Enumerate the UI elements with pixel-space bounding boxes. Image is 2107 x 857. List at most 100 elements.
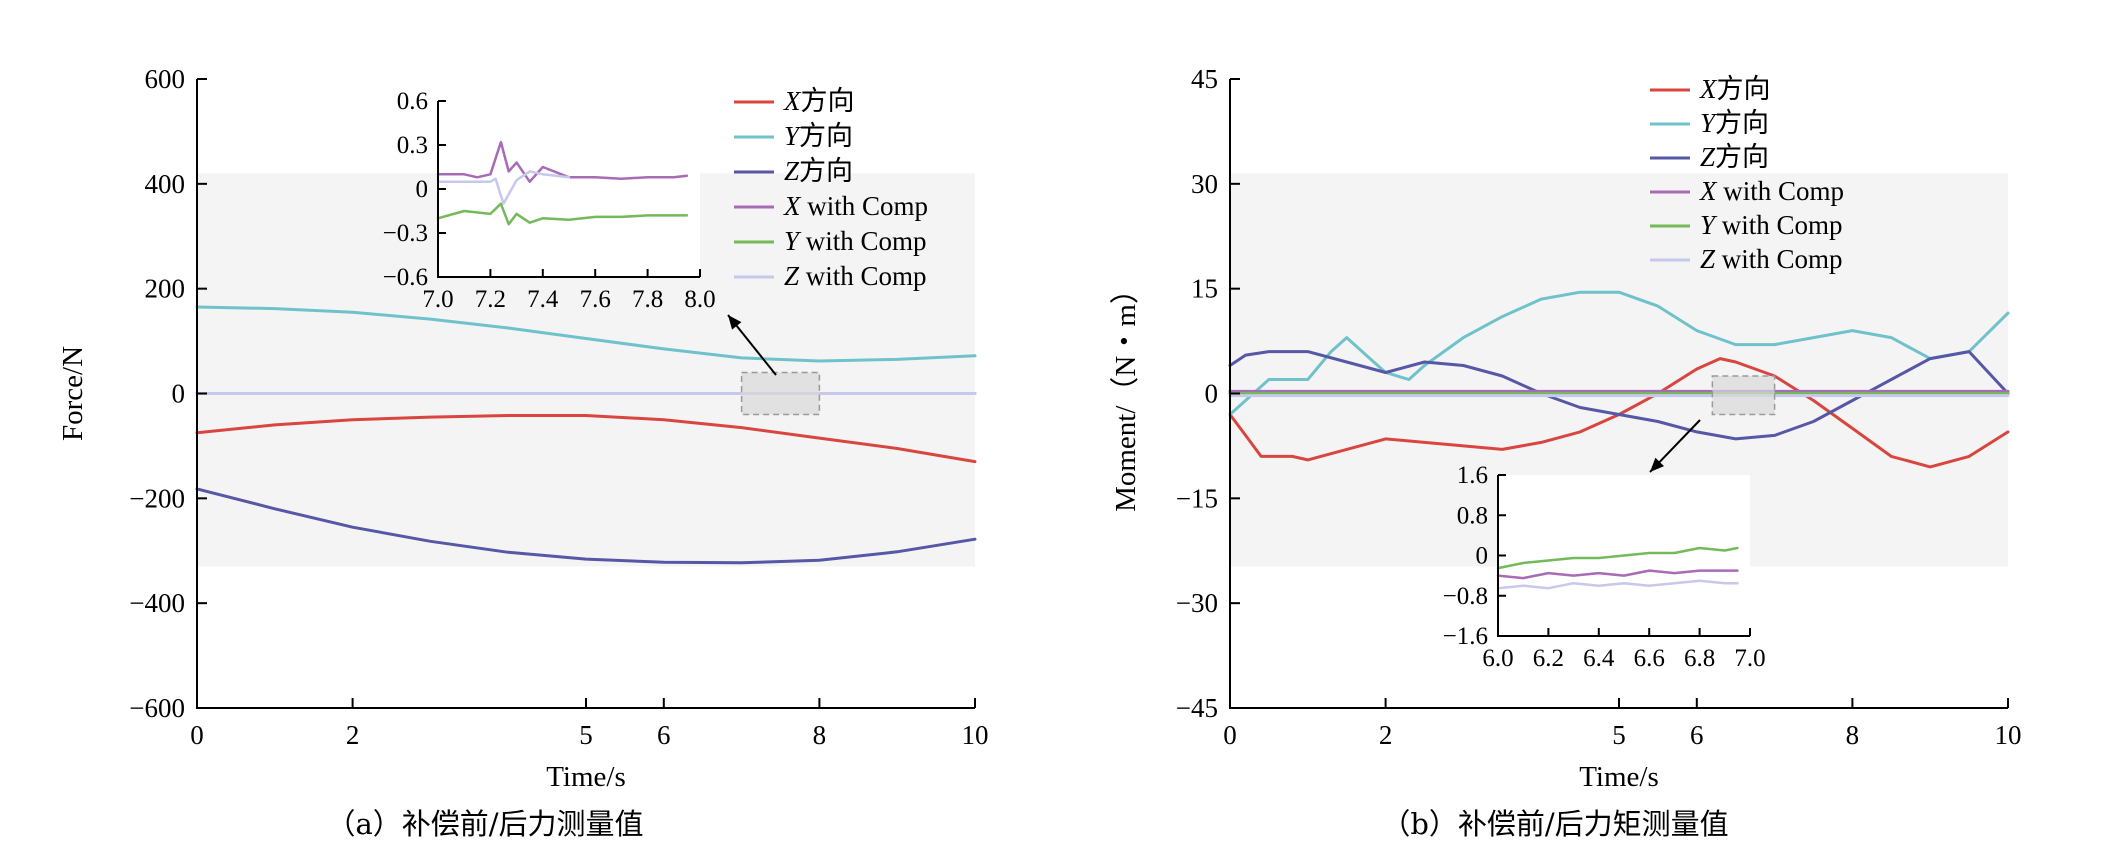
inset-chart: −1.6 −0.8 0 0.8 1.6 6.0 6.2 6.4 6.6 6.8 7.0 bbox=[1443, 462, 1766, 672]
legend-item-label: X with Comp bbox=[1699, 176, 1844, 206]
legend-item-label-rest: with Comp bbox=[799, 226, 927, 256]
legend-item-label-rest: with Comp bbox=[799, 261, 927, 291]
legend-item-label: Y方向 bbox=[784, 121, 853, 151]
inset-x-tick-label: 8.0 bbox=[684, 286, 715, 313]
x-tick-label: 2 bbox=[1379, 720, 1393, 750]
y-tick-label: −30 bbox=[1176, 588, 1218, 618]
x-tick-label: 5 bbox=[579, 720, 593, 750]
y-tick-label: −15 bbox=[1176, 483, 1218, 513]
legend-item-label: X方向 bbox=[783, 86, 855, 116]
legend-item-label-rest: with Comp bbox=[1715, 244, 1843, 274]
y-tick-label: 45 bbox=[1191, 64, 1218, 94]
inset-series-2-line bbox=[1496, 546, 1739, 570]
x-tick-label: 6 bbox=[657, 720, 671, 750]
legend-item-label: X方向 bbox=[1699, 74, 1771, 104]
inset-x-tick-label: 7.4 bbox=[527, 286, 559, 313]
inset-x-tick-label: 7.0 bbox=[1734, 645, 1765, 672]
legend-item-label-axis: X bbox=[783, 86, 802, 116]
zoom-arrow-head bbox=[728, 315, 742, 330]
x-tick-label: 5 bbox=[1612, 720, 1626, 750]
inset-chart: −0.6 −0.3 0 0.3 0.6 7.0 7.2 7.4 7.6 7.8 8.0 bbox=[383, 88, 716, 313]
inset-y-tick-label: 0 bbox=[1476, 543, 1489, 570]
inset-x-tick-label: 7.0 bbox=[422, 286, 453, 313]
inset-y-tick-label: 0.8 bbox=[1457, 502, 1488, 529]
x-tick-label: 8 bbox=[1846, 720, 1860, 750]
x-axis-label: Time/s bbox=[1579, 761, 1659, 793]
inset-series-3-line bbox=[436, 170, 571, 205]
y-tick-label: −45 bbox=[1176, 693, 1218, 723]
x-tick-label: 2 bbox=[346, 720, 360, 750]
y-tick-label: 0 bbox=[1205, 379, 1219, 409]
series-2-line bbox=[195, 305, 977, 363]
inset-x-tick-label: 6.0 bbox=[1482, 645, 1513, 672]
y-axis-label: Force/N bbox=[57, 346, 89, 441]
inset-y-tick-label: −0.6 bbox=[383, 264, 428, 291]
legend-item-label-rest: 方向 bbox=[1717, 74, 1771, 104]
x-tick-label: 0 bbox=[190, 720, 204, 750]
legend-item-label-axis: Y bbox=[1700, 210, 1718, 240]
inset-x-tick-label: 7.2 bbox=[475, 286, 506, 313]
legend-item-label-rest: 方向 bbox=[799, 121, 853, 151]
legend-item-label-axis: X bbox=[1699, 74, 1718, 104]
inset-y-tick-label: 0.3 bbox=[397, 132, 428, 159]
inset-y-tick-label: 0 bbox=[416, 176, 429, 203]
inset-y-tick-label: 0.6 bbox=[397, 88, 428, 115]
y-tick-label: 600 bbox=[145, 64, 186, 94]
legend-item-label: X with Comp bbox=[783, 191, 928, 221]
x-tick-label: 10 bbox=[1995, 720, 2022, 750]
zoom-region-box bbox=[740, 371, 821, 416]
y-tick-label: 15 bbox=[1191, 274, 1218, 304]
legend-item-label-rest: with Comp bbox=[1715, 210, 1843, 240]
y-tick-label: 0 bbox=[172, 379, 186, 409]
inset-y-tick-label: 1.6 bbox=[1457, 462, 1488, 489]
inset-x-tick-label: 6.6 bbox=[1634, 645, 1665, 672]
inset-x-tick-label: 7.8 bbox=[632, 286, 663, 313]
inset-y-tick-label: −1.6 bbox=[1443, 623, 1488, 650]
series-2-line bbox=[1228, 290, 2010, 416]
legend-item-label-axis: Y bbox=[1700, 108, 1718, 138]
inset-y-tick-label: −0.8 bbox=[1443, 583, 1488, 610]
legend-item-label: Y with Comp bbox=[784, 226, 927, 256]
legend-item-label-axis: Y bbox=[784, 226, 802, 256]
x-tick-label: 10 bbox=[962, 720, 989, 750]
inset-series-2-line bbox=[436, 202, 689, 226]
inset-x-tick-label: 6.4 bbox=[1583, 645, 1615, 672]
legend-item-label-axis: Z bbox=[784, 156, 800, 186]
y-tick-label: −200 bbox=[129, 483, 185, 513]
legend-item-label: Z方向 bbox=[1700, 142, 1769, 172]
inset-x-tick-label: 6.2 bbox=[1533, 645, 1564, 672]
legend-item-label-rest: 方向 bbox=[1715, 142, 1769, 172]
inset-series-3-line bbox=[1496, 579, 1739, 590]
series-3-line bbox=[195, 487, 977, 565]
y-axis-label: Moment/（N・m） bbox=[1110, 275, 1142, 512]
legend-item-label-rest: with Comp bbox=[801, 191, 929, 221]
y-tick-label: 30 bbox=[1191, 169, 1218, 199]
x-tick-label: 0 bbox=[1223, 720, 1237, 750]
inset-y-tick-label: −0.3 bbox=[383, 220, 428, 247]
zoom-arrow-head bbox=[1650, 457, 1665, 472]
inset-series-1-line bbox=[436, 140, 689, 183]
inset-series-1-line bbox=[1496, 569, 1739, 580]
legend-item-label: Z方向 bbox=[784, 156, 853, 186]
legend-item-label-axis: Z bbox=[1700, 244, 1716, 274]
legend-item-label-axis: X bbox=[1699, 176, 1718, 206]
legend-item-label: Y with Comp bbox=[1700, 210, 1843, 240]
zoom-region-box bbox=[1711, 375, 1776, 416]
legend-item-label-axis: Z bbox=[784, 261, 800, 291]
legend-item-label-rest: 方向 bbox=[801, 86, 855, 116]
panel-a-force-chart: −600 −400 −200 0 200 400 600 0 2 5 6 8 10 Time/s Force… bbox=[57, 64, 989, 793]
y-tick-label: 200 bbox=[145, 274, 186, 304]
legend-item-label-axis: Y bbox=[784, 121, 802, 151]
x-tick-label: 8 bbox=[813, 720, 827, 750]
inset-x-tick-label: 6.8 bbox=[1684, 645, 1715, 672]
panel-a-caption: （a）补偿前/后力测量值 bbox=[326, 807, 643, 841]
inset-x-tick-label: 7.6 bbox=[580, 286, 611, 313]
legend-item-label-rest: 方向 bbox=[1715, 108, 1769, 138]
inset-background bbox=[438, 101, 700, 277]
x-axis-label: Time/s bbox=[546, 761, 626, 793]
legend-item-label-axis: X bbox=[783, 191, 802, 221]
y-tick-label: −600 bbox=[129, 693, 185, 723]
panel-b-moment-chart: −45 −30 −15 0 15 30 45 0 2 5 6 8 10 Time/s Moment/（N・m… bbox=[1110, 64, 2022, 793]
